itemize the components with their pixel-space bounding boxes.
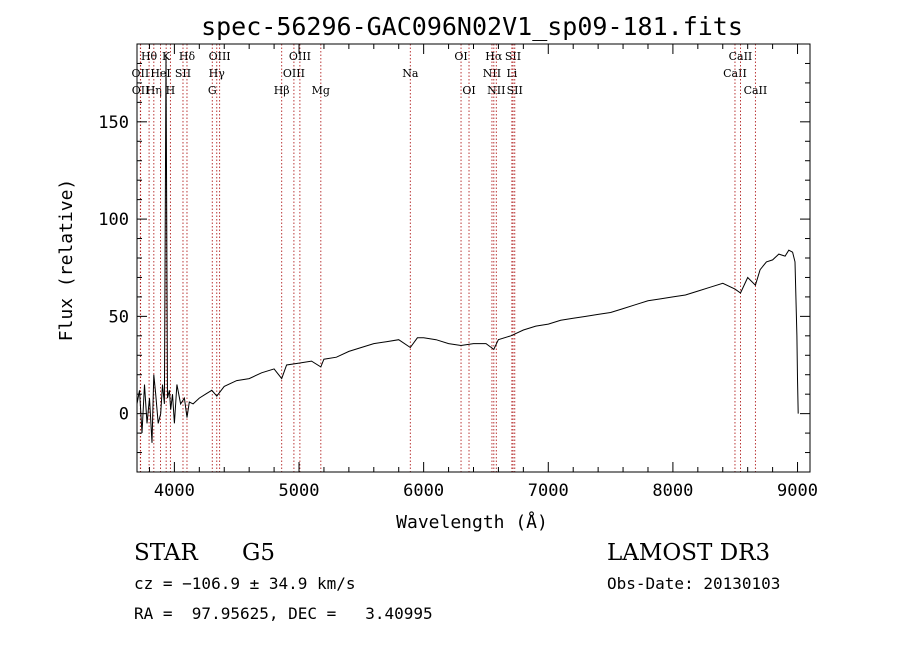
- line-label: Hγ: [209, 67, 226, 80]
- spectrum-line: [136, 53, 799, 443]
- y-axis-label: Flux (relative): [56, 179, 77, 342]
- line-label: OI: [462, 84, 475, 97]
- line-label: OI: [454, 50, 467, 63]
- line-label: CaII: [744, 84, 768, 97]
- x-tick-label: 4000: [154, 481, 195, 501]
- line-label: CaII: [729, 50, 753, 63]
- line-label: OIII: [289, 50, 311, 63]
- line-label: G: [208, 84, 217, 97]
- line-label: Li: [506, 67, 517, 80]
- x-tick-label: 9000: [777, 481, 818, 501]
- line-label: K: [162, 50, 171, 63]
- object-subclass: G5: [242, 540, 276, 566]
- object-class: STAR: [134, 540, 198, 566]
- line-label: NII: [487, 84, 505, 97]
- line-label: OII: [132, 84, 150, 97]
- line-label: CaII: [723, 67, 747, 80]
- line-label: Na: [402, 67, 419, 80]
- line-label: Hη: [146, 84, 162, 97]
- line-label: SII: [505, 50, 521, 63]
- observation-date: Obs-Date: 20130103: [607, 574, 781, 593]
- line-label: SII: [175, 67, 191, 80]
- line-label: OIII: [209, 50, 231, 63]
- line-label: SII: [507, 84, 523, 97]
- x-tick-label: 5000: [279, 481, 320, 501]
- x-axis-label: Wavelength (Å): [396, 511, 548, 533]
- plot-frame: [136, 43, 811, 473]
- line-label: OIII: [283, 67, 305, 80]
- axes: 4000 5000 6000 7000 8000 9000 0 50 100 150: [98, 43, 818, 501]
- ra-dec-coordinates: RA = 97.95625, DEC = 3.40995: [134, 604, 433, 623]
- line-label: NII: [483, 67, 501, 80]
- survey-name: LAMOST DR3: [607, 540, 771, 566]
- redshift-velocity: cz = −106.9 ± 34.9 km/s: [134, 574, 356, 593]
- y-tick-label: 100: [98, 210, 129, 230]
- chart-title: spec-56296-GAC096N02V1_sp09-181.fits: [201, 12, 743, 41]
- spectrum-series: [136, 53, 799, 443]
- x-tick-label: 6000: [403, 481, 444, 501]
- line-label: Hα: [485, 50, 503, 63]
- line-label: H: [166, 84, 176, 97]
- line-label: Mg: [312, 84, 330, 97]
- y-tick-label: 50: [109, 307, 129, 327]
- y-tick-label: 150: [98, 113, 129, 133]
- spectral-line-markers: HθOIIOIIHηHeIKHSIIHδHγGOIIIHβOIIIOIIIMgN…: [132, 44, 768, 472]
- line-label: HeI: [150, 67, 170, 80]
- line-label: Hβ: [274, 84, 290, 97]
- line-label: Hθ: [141, 50, 158, 63]
- y-tick-label: 0: [119, 405, 129, 425]
- line-label: Hδ: [179, 50, 196, 63]
- x-tick-label: 7000: [528, 481, 569, 501]
- x-tick-label: 8000: [652, 481, 693, 501]
